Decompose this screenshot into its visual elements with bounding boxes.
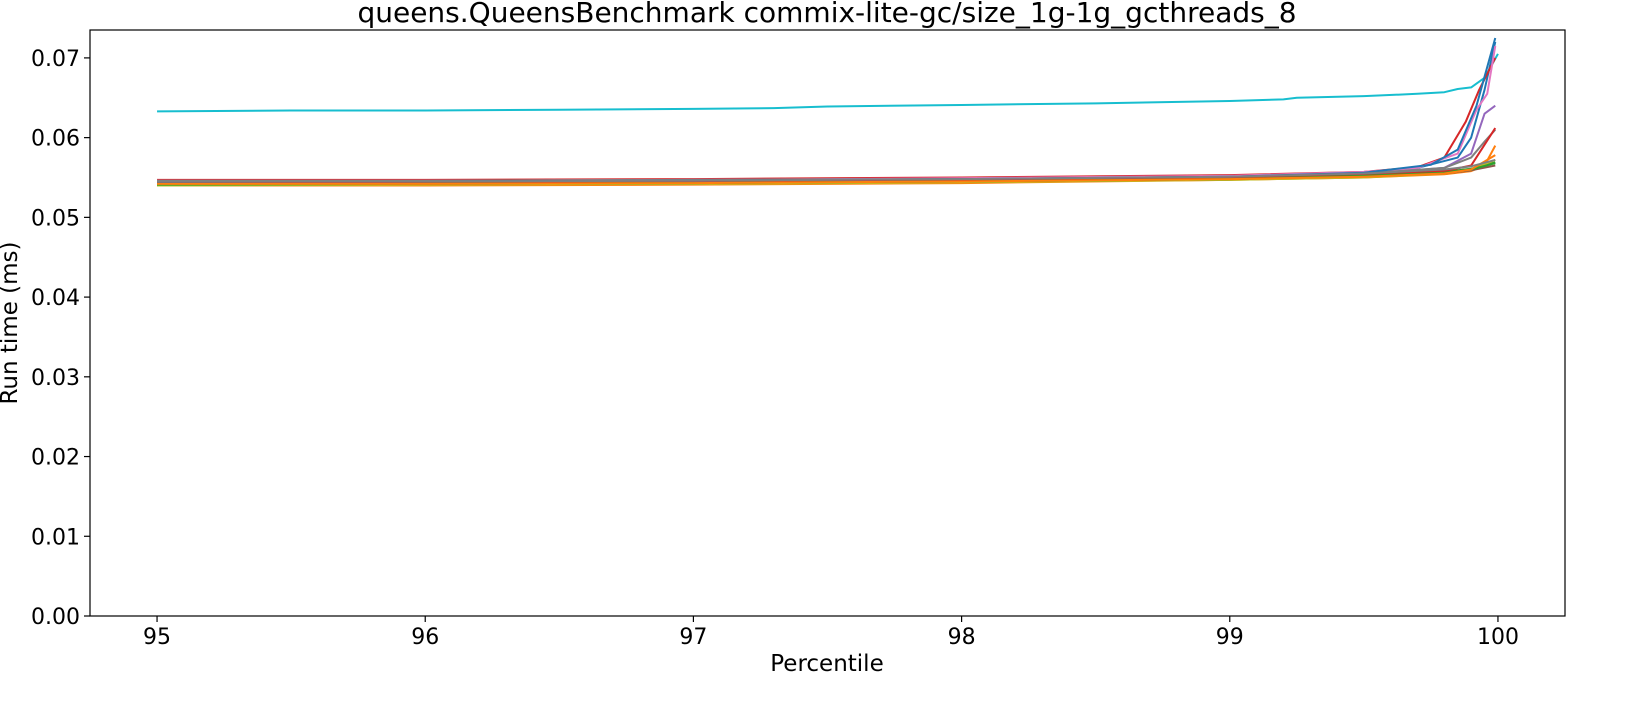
series-line-15 <box>157 158 1496 183</box>
x-tick-label: 100 <box>1477 625 1519 650</box>
x-tick-label: 97 <box>679 625 707 650</box>
series-line-1 <box>157 53 1499 113</box>
chart-title: queens.QueensBenchmark commix-lite-gc/si… <box>357 0 1296 29</box>
y-axis-label: Run time (ms) <box>0 241 23 404</box>
y-tick-label: 0.07 <box>31 47 80 72</box>
y-tick-label: 0.02 <box>31 446 80 471</box>
plot-area-frame <box>89 29 1566 617</box>
y-tick-label: 0.05 <box>31 206 80 231</box>
series-line-14 <box>157 154 1496 185</box>
y-tick-label: 0.04 <box>31 286 80 311</box>
x-tick-label: 99 <box>1216 625 1244 650</box>
y-tick-label: 0.03 <box>31 366 80 391</box>
y-axis-ticks: 0.00 0.01 0.02 0.03 0.04 0.05 0.06 0.07 <box>31 47 90 630</box>
series-layer <box>157 37 1499 187</box>
y-tick-label: 0.01 <box>31 525 80 550</box>
y-tick-label: 0.06 <box>31 127 80 152</box>
x-axis-label: Percentile <box>770 651 883 677</box>
x-tick-label: 95 <box>143 625 171 650</box>
y-tick-label: 0.00 <box>31 605 80 630</box>
x-tick-label: 98 <box>948 625 976 650</box>
x-tick-label: 96 <box>411 625 439 650</box>
x-axis-ticks: 95 96 97 98 99 100 <box>143 616 1519 650</box>
